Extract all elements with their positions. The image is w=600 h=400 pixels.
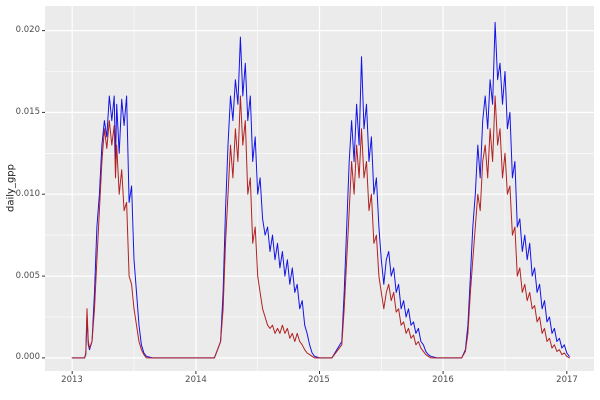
y-tick-label-0.015: 0.015 [15,107,40,117]
x-tick-label-2017: 2017 [556,375,578,385]
blue-series-line [71,21,570,359]
x-tick-label-2014: 2014 [185,375,207,385]
y-tick-label-0.020: 0.020 [15,25,40,35]
y-tick-label-0.000: 0.000 [15,352,40,362]
x-tick-label-2013: 2013 [61,375,83,385]
red-series-line [71,95,570,359]
x-tick-label-2015: 2015 [308,375,330,385]
y-tick-label-0.010: 0.010 [15,189,40,199]
y-tick-label-0.005: 0.005 [15,271,40,281]
x-tick-label-2016: 2016 [432,375,454,385]
y-axis-title: daily_gpp [5,164,17,212]
